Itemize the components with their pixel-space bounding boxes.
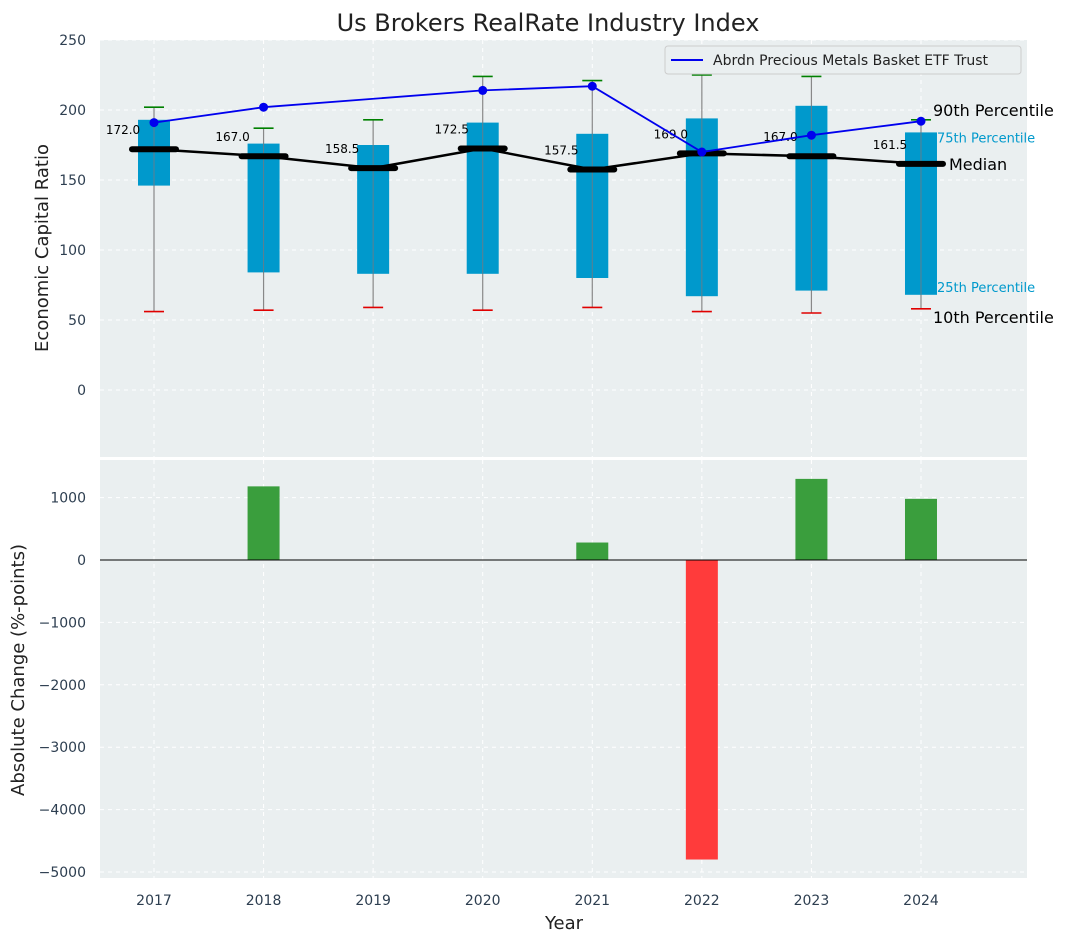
series-point [587, 81, 597, 91]
series-point [478, 85, 488, 95]
bottom-y-tick-label: −4000 [39, 803, 86, 819]
bottom-y-ticks: −5000 −4000 −3000 −2000 −1000 0 1000 [39, 491, 86, 881]
x-axis-label: Year [544, 913, 584, 934]
label-75th-percentile: 75th Percentile [937, 131, 1035, 146]
bottom-plot-area [100, 460, 1027, 878]
series-group [149, 81, 926, 157]
top-plot-area [100, 40, 1027, 457]
top-y-tick-label: 100 [59, 243, 86, 259]
median-value-label: 167.0 [215, 130, 249, 144]
top-y-tick-label: 200 [59, 103, 86, 119]
legend-box [664, 45, 1022, 75]
x-tick-label: 2018 [246, 893, 282, 909]
x-tick-label: 2017 [136, 893, 172, 909]
legend: Abrdn Precious Metals Basket ETF Trust [664, 45, 1022, 75]
label-25th-percentile: 25th Percentile [937, 281, 1035, 296]
change-bar [685, 560, 718, 860]
bottom-y-tick-label: −2000 [39, 678, 86, 694]
change-bar [795, 478, 828, 560]
change-bar [904, 498, 937, 560]
top-y-tick-label: 150 [59, 173, 86, 189]
x-ticks: 2017 2018 2019 2020 2021 2022 2023 2024 [136, 893, 939, 909]
label-90th-percentile: 90th Percentile [933, 101, 1054, 120]
bar-group [247, 478, 937, 860]
bottom-y-tick-label: −5000 [39, 865, 86, 881]
x-tick-label: 2023 [794, 893, 830, 909]
x-tick-label: 2024 [903, 893, 939, 909]
median-value-label: 157.5 [544, 144, 578, 158]
bottom-y-axis-label: Absolute Change (%-points) [8, 544, 29, 796]
bottom-y-tick-label: −3000 [39, 740, 86, 756]
bottom-y-tick-label: 1000 [50, 491, 86, 507]
top-y-tick-label: 250 [59, 33, 86, 49]
bottom-y-tick-label: −1000 [39, 615, 86, 631]
label-median: Median [949, 155, 1007, 174]
median-value-label: 161.5 [873, 138, 907, 152]
series-point [697, 147, 707, 157]
label-10th-percentile: 10th Percentile [933, 308, 1054, 327]
x-tick-label: 2019 [355, 893, 391, 909]
top-y-ticks: 0 50 100 150 200 250 [59, 33, 86, 399]
top-y-tick-label: 0 [77, 383, 86, 399]
right-labels: 90th Percentile 75th Percentile Median 25th… [933, 101, 1054, 327]
x-tick-label: 2022 [684, 893, 720, 909]
series-point [149, 118, 159, 128]
series-point [916, 116, 926, 126]
median-value-label: 172.5 [435, 123, 469, 137]
change-bar [576, 542, 609, 560]
top-y-tick-label: 50 [68, 313, 86, 329]
median-value-label: 158.5 [325, 142, 359, 156]
bottom-y-tick-label: 0 [77, 553, 86, 569]
series-point [806, 130, 816, 140]
series-point [259, 102, 269, 112]
x-tick-label: 2021 [574, 893, 610, 909]
change-bar [247, 486, 280, 560]
top-y-axis-label: Economic Capital Ratio [32, 144, 53, 352]
chart-title: Us Brokers RealRate Industry Index [337, 9, 760, 37]
x-tick-label: 2020 [465, 893, 501, 909]
median-value-label: 172.0 [106, 123, 140, 137]
legend-label: Abrdn Precious Metals Basket ETF Trust [713, 53, 989, 69]
